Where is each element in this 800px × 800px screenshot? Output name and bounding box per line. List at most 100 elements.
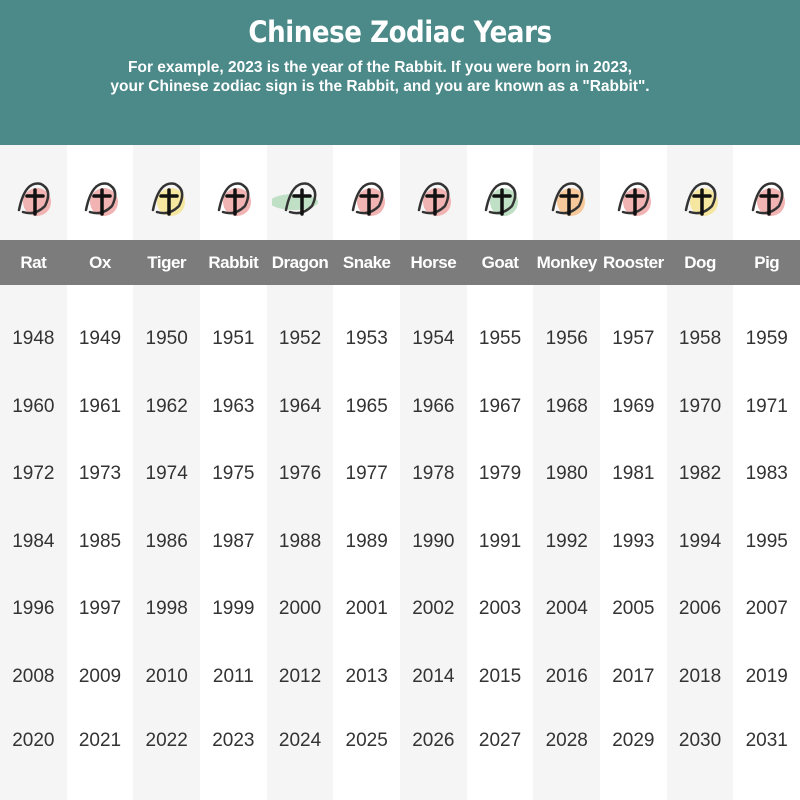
year-cell: 1993 <box>612 530 655 552</box>
year-cell: 2024 <box>278 729 322 751</box>
year-cell: 1972 <box>12 463 55 484</box>
year-cell: 2018 <box>678 665 722 687</box>
year-column: 1955 1967 1979 1991 2003 2015 2027 <box>467 285 534 754</box>
animal-label: Horse <box>410 253 457 272</box>
year-column: 1953 1965 1977 1989 2001 2013 2025 <box>333 285 400 754</box>
animal-label: Rooster <box>603 253 664 272</box>
year-cell: 1987 <box>212 530 255 552</box>
year-cell: 1977 <box>345 463 388 484</box>
year-cell: 2016 <box>545 665 588 687</box>
year-cell: 1965 <box>345 395 388 417</box>
animal-label: Rat <box>20 253 47 272</box>
column-goat <box>467 145 534 800</box>
year-cell: 1964 <box>278 395 322 417</box>
year-cell: 1973 <box>78 463 122 484</box>
dog-icon <box>684 182 719 216</box>
ox-icon <box>84 182 118 216</box>
year-cell: 1990 <box>412 530 455 552</box>
year-cell: 2019 <box>745 665 788 687</box>
year-cell: 1976 <box>278 463 322 484</box>
year-cell: 1982 <box>678 463 722 484</box>
year-cell: 2029 <box>612 729 655 751</box>
year-cell: 1995 <box>745 530 788 552</box>
animal-label: Rabbit <box>208 253 259 272</box>
year-cell: 1948 <box>12 328 55 349</box>
year-cell: 1997 <box>78 598 122 619</box>
dragon-icon <box>272 182 319 216</box>
animal-label: Tiger <box>147 253 187 272</box>
year-cell: 1954 <box>412 328 455 349</box>
column-ox <box>67 145 134 800</box>
year-cell: 1967 <box>478 395 522 417</box>
year-column: 1949 1961 1973 1985 1997 2009 2021 <box>67 285 134 754</box>
year-cell: 2001 <box>345 598 388 619</box>
year-cell: 1951 <box>212 328 255 349</box>
year-column: 1956 1968 1980 1992 2004 2016 2028 <box>533 285 600 754</box>
year-cell: 1959 <box>745 328 788 349</box>
animal-label: Dragon <box>271 253 329 272</box>
goat-icon <box>484 182 519 216</box>
year-cell: 1991 <box>478 530 522 552</box>
year-cell: 1975 <box>212 463 255 484</box>
animal-label: Snake <box>342 253 391 272</box>
year-cell: 1952 <box>278 328 322 349</box>
year-cell: 2004 <box>545 598 588 619</box>
year-cell: 2020 <box>12 729 55 751</box>
year-cell: 1989 <box>345 530 388 552</box>
animal-label: Pig <box>754 253 780 272</box>
year-column: 1954 1966 1978 1990 2002 2014 2026 <box>400 285 467 754</box>
year-cell: 1963 <box>212 395 255 417</box>
year-column: 1951 1963 1975 1987 1999 2011 2023 <box>200 285 267 754</box>
year-cell: 2025 <box>345 729 388 751</box>
year-cell: 2013 <box>345 665 388 687</box>
year-cell: 2005 <box>612 598 655 619</box>
year-cell: 1971 <box>745 395 788 417</box>
page-title: Chinese Zodiac Years <box>248 15 552 49</box>
subtitle: For example, 2023 is the year of the Rab… <box>110 59 650 95</box>
year-cell: 1981 <box>612 463 655 484</box>
year-cell: 2026 <box>412 729 455 751</box>
rat-icon <box>18 182 52 216</box>
year-cell: 1950 <box>145 328 188 349</box>
rabbit-icon <box>218 182 252 216</box>
year-cell: 1983 <box>745 463 788 484</box>
year-cell: 1968 <box>545 395 588 417</box>
column-snake <box>333 145 400 800</box>
year-cell: 1957 <box>612 328 655 349</box>
year-cell: 1998 <box>145 598 188 619</box>
year-cell: 2010 <box>145 665 188 687</box>
animal-label: Goat <box>481 253 519 272</box>
year-cell: 2014 <box>412 665 455 687</box>
year-cell: 2000 <box>278 598 322 619</box>
year-column: 1958 1970 1982 1994 2006 2018 2030 <box>667 285 734 754</box>
rooster-icon <box>618 182 652 216</box>
year-cell: 2015 <box>478 665 522 687</box>
year-cell: 2023 <box>212 729 255 751</box>
year-cell: 2012 <box>278 665 322 687</box>
year-cell: 1966 <box>412 395 455 417</box>
year-cell: 1988 <box>278 530 322 552</box>
animal-name-bar: Rat Ox Tiger Rabbit Dragon Snake Horse Goat Monk… <box>0 240 800 285</box>
year-cell: 1969 <box>612 395 655 417</box>
horse-icon <box>418 182 452 216</box>
year-cell: 1978 <box>412 463 455 484</box>
year-cell: 1986 <box>145 530 188 552</box>
animal-label: Dog <box>684 253 716 272</box>
year-cell: 2021 <box>78 729 122 751</box>
snake-icon <box>351 182 385 216</box>
column-rabbit <box>200 145 267 800</box>
year-cell: 1955 <box>478 328 522 349</box>
animal-label: Ox <box>89 253 111 272</box>
year-column: 1948 1960 1972 1984 1996 2008 2020 <box>0 285 67 754</box>
year-cell: 1949 <box>78 328 122 349</box>
year-cell: 1979 <box>478 463 522 484</box>
year-cell: 1999 <box>212 598 255 619</box>
year-cell: 1985 <box>78 530 122 552</box>
year-cell: 2031 <box>745 729 788 751</box>
pig-icon <box>751 182 785 216</box>
year-cell: 2030 <box>678 729 722 751</box>
year-cell: 1960 <box>12 395 55 417</box>
year-cell: 1984 <box>12 530 55 552</box>
year-cell: 2017 <box>612 665 655 687</box>
year-cell: 1953 <box>345 328 388 349</box>
